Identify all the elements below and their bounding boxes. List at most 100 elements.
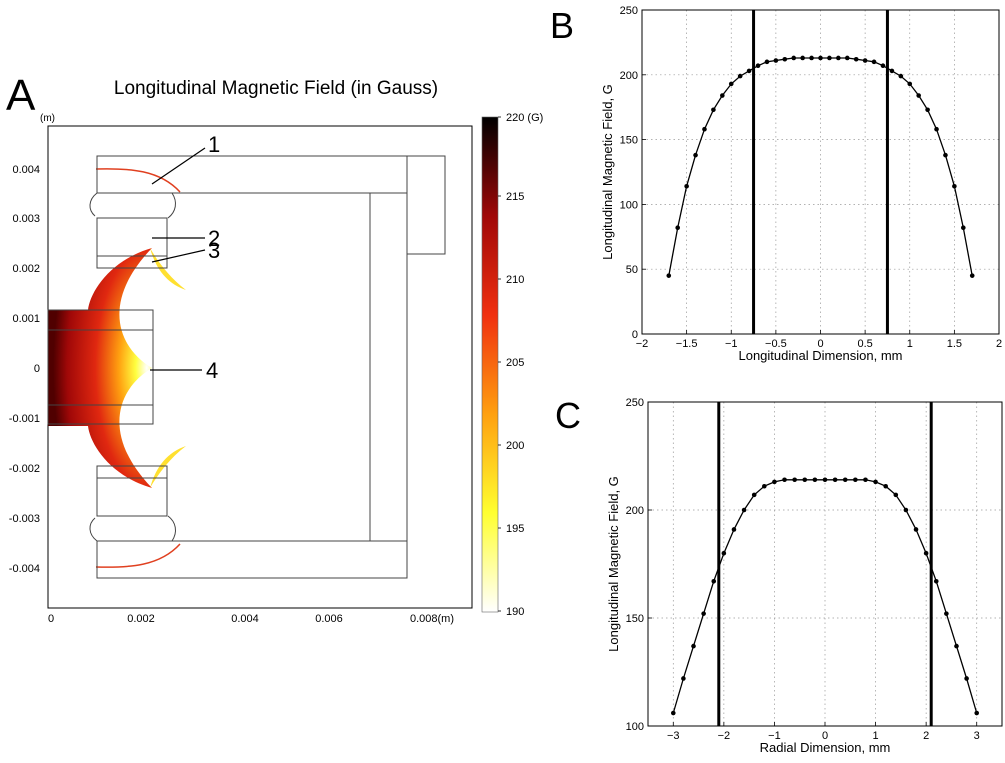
yoke-side bbox=[369, 192, 408, 542]
x-tick-label: 2 bbox=[923, 730, 929, 742]
data-point bbox=[782, 56, 788, 62]
data-point bbox=[711, 578, 717, 584]
data-point bbox=[844, 55, 850, 61]
data-point bbox=[862, 58, 868, 63]
gap-arc-bottom-r bbox=[167, 515, 176, 542]
y-tick-label: 100 bbox=[626, 721, 644, 733]
data-point bbox=[666, 273, 672, 278]
data-point bbox=[701, 611, 706, 616]
y-axis-label: Longitudinal Magnetic Field, G bbox=[600, 84, 615, 260]
x-tick-label: −1 bbox=[725, 338, 738, 350]
panel-a: A Longitudinal Magnetic Field (in Gauss)… bbox=[6, 71, 543, 625]
x-tick-label: 0.5 bbox=[857, 338, 872, 350]
field-region bbox=[48, 248, 152, 488]
x-axis-label: Longitudinal Dimension, mm bbox=[738, 348, 902, 363]
data-point bbox=[741, 507, 747, 513]
data-point bbox=[873, 479, 878, 485]
chart-c: −3 −2 −1 0 1 2 3 100 150 200 250 Radial Dimension, … bbox=[606, 397, 1003, 755]
data-point bbox=[746, 68, 752, 74]
data-point bbox=[974, 710, 980, 716]
data-point bbox=[812, 477, 818, 483]
y-tick-label: 150 bbox=[626, 613, 644, 625]
data-point bbox=[792, 477, 797, 483]
y-tick-label: 100 bbox=[620, 199, 638, 211]
data-point bbox=[836, 55, 841, 61]
gap-arc-top-r bbox=[167, 192, 176, 219]
gap-arc-bottom bbox=[89, 517, 98, 542]
y-tick-label: 150 bbox=[620, 135, 638, 147]
colorbar-tick-label: 195 bbox=[506, 523, 524, 535]
data-point bbox=[954, 643, 959, 649]
panel-a-title: Longitudinal Magnetic Field (in Gauss) bbox=[114, 78, 438, 99]
data-point bbox=[681, 676, 686, 681]
magnet-1 bbox=[96, 155, 408, 194]
y-tick-label: 50 bbox=[626, 264, 638, 276]
data-point bbox=[809, 55, 814, 61]
data-point bbox=[691, 643, 696, 649]
colorbar-tick-label: 215 bbox=[506, 191, 524, 203]
panel-a-y-tick: 0.002 bbox=[12, 263, 40, 275]
data-point bbox=[964, 676, 969, 681]
panel-a-axis-unit: (m) bbox=[40, 113, 55, 124]
callout-3: 3 bbox=[208, 238, 220, 263]
y-tick-label: 250 bbox=[626, 397, 644, 409]
x-tick-label: −0.5 bbox=[765, 338, 787, 350]
callout-4: 4 bbox=[206, 358, 218, 383]
panel-a-x-tick: 0.004 bbox=[231, 613, 259, 625]
data-point bbox=[853, 56, 859, 62]
y-tick-label: 250 bbox=[620, 5, 638, 17]
x-tick-label: 1 bbox=[873, 730, 879, 742]
callouts bbox=[150, 147, 206, 371]
data-point bbox=[913, 527, 919, 532]
data-point bbox=[731, 527, 737, 532]
x-tick-label: −1 bbox=[768, 730, 781, 742]
y-tick-label: 200 bbox=[626, 505, 644, 517]
callout-1: 1 bbox=[208, 132, 220, 157]
field-tip-bottom bbox=[150, 446, 186, 488]
panel-label-b: B bbox=[550, 5, 574, 46]
colorbar-tick-label: 210 bbox=[506, 274, 524, 286]
data-point bbox=[925, 107, 930, 113]
data-point bbox=[903, 507, 909, 513]
y-tick-label: 200 bbox=[620, 70, 638, 82]
plot-frame bbox=[641, 9, 1000, 335]
panel-a-x-tick: 0.006 bbox=[315, 613, 343, 625]
data-point bbox=[907, 81, 913, 87]
gap-arc-top bbox=[89, 192, 98, 217]
data-point bbox=[893, 492, 899, 498]
data-point bbox=[702, 126, 707, 132]
data-point bbox=[693, 152, 698, 158]
data-point bbox=[737, 73, 743, 79]
colorbar-tick-label: 220 (G) bbox=[506, 112, 543, 124]
data-point bbox=[934, 126, 939, 132]
x-tick-label: −2 bbox=[636, 338, 649, 350]
x-axis-label: Radial Dimension, mm bbox=[760, 740, 891, 755]
y-tick-label: 0 bbox=[632, 329, 638, 341]
data-point bbox=[773, 58, 779, 63]
data-point bbox=[969, 273, 975, 278]
x-tick-label: −1.5 bbox=[676, 338, 698, 350]
panel-a-y-ticks: 0.004 0.003 0.002 0.001 0 -0.001 -0.002 -0.003 -… bbox=[9, 164, 40, 575]
panel-a-x-ticks: 0 0.002 0.004 0.006 0.008(m) bbox=[48, 613, 454, 625]
y-axis-label: Longitudinal Magnetic Field, G bbox=[606, 476, 621, 652]
x-tick-label: −3 bbox=[667, 730, 680, 742]
chart-b: −2 −1.5 −1 −0.5 0 0.5 1 1.5 2 0 50 100 150 200 250 Long… bbox=[600, 5, 1002, 363]
panel-c: C −3 −2 −1 0 1 2 3 100 150 200 250 Radial Dimension… bbox=[555, 395, 1003, 755]
data-point bbox=[883, 483, 888, 489]
data-point bbox=[889, 68, 895, 74]
data-point bbox=[923, 550, 929, 556]
data-point bbox=[827, 55, 832, 61]
magnet-1-mirror bbox=[96, 540, 408, 579]
data-point bbox=[822, 477, 828, 483]
panel-a-x-tick: 0.002 bbox=[127, 613, 155, 625]
data-point bbox=[853, 477, 858, 483]
panel-a-y-tick: 0.003 bbox=[12, 213, 40, 225]
panel-label-c: C bbox=[555, 395, 581, 436]
data-point bbox=[782, 477, 787, 483]
series-line bbox=[668, 57, 973, 276]
data-point bbox=[721, 550, 727, 556]
x-tick-label: 0 bbox=[817, 338, 823, 350]
plot-frame bbox=[647, 401, 1003, 727]
panel-a-y-tick: -0.003 bbox=[9, 513, 40, 525]
colorbar-tick-label: 190 bbox=[506, 606, 524, 618]
